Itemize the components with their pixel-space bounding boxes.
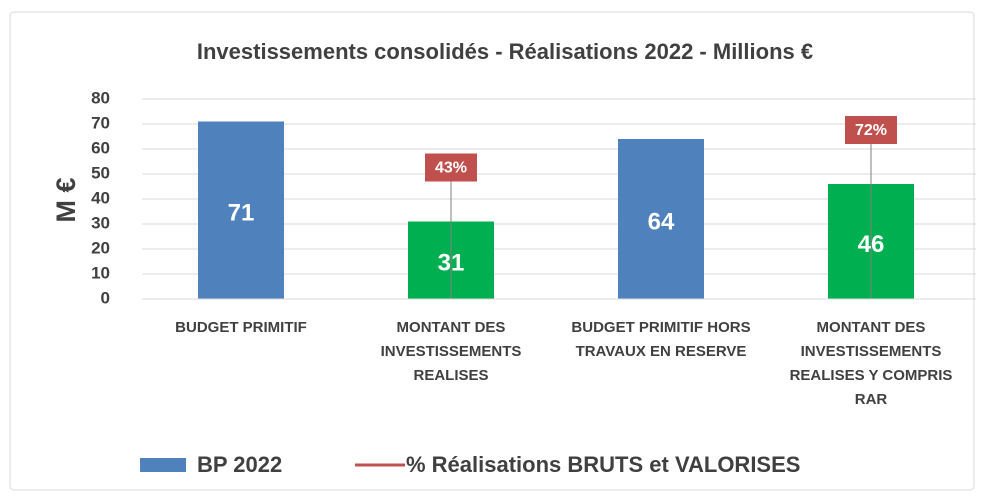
y-tick-label: 50 bbox=[91, 163, 110, 182]
x-tick-label: MONTANT DES INVESTISSEMENTS REALISES bbox=[380, 319, 522, 384]
y-tick-label: 30 bbox=[91, 213, 110, 232]
y-tick-label: 80 bbox=[91, 88, 110, 107]
legend-swatch bbox=[140, 458, 186, 472]
y-tick-label: 40 bbox=[91, 188, 110, 207]
percent-label: 43% bbox=[435, 160, 467, 177]
data-label: 71 bbox=[228, 200, 255, 227]
y-tick-label: 60 bbox=[91, 138, 110, 157]
percent-label: 72% bbox=[855, 122, 887, 139]
y-tick-label: 20 bbox=[91, 238, 110, 257]
x-tick-label: BUDGET PRIMITIF bbox=[175, 319, 307, 336]
x-tick-label: BUDGET PRIMITIF HORS TRAVAUX EN RESERVE bbox=[571, 319, 751, 360]
y-tick-label: 0 bbox=[101, 288, 110, 307]
bar bbox=[618, 139, 704, 299]
bar bbox=[198, 121, 284, 299]
percent-marker bbox=[845, 116, 897, 144]
y-axis-title: M € bbox=[51, 177, 81, 222]
data-label: 64 bbox=[648, 208, 675, 235]
y-tick-label: 70 bbox=[91, 113, 110, 132]
data-label: 31 bbox=[438, 250, 465, 277]
data-label: 46 bbox=[858, 231, 885, 258]
percent-marker bbox=[425, 153, 477, 182]
x-tick-label: MONTANT DES INVESTISSEMENTS REALISES Y C… bbox=[789, 319, 953, 408]
chart-title: Investissements consolidés - Réalisation… bbox=[197, 39, 813, 64]
legend-label: BP 2022 bbox=[197, 452, 282, 477]
y-tick-label: 10 bbox=[91, 263, 110, 282]
legend-label: % Réalisations BRUTS et VALORISES bbox=[406, 452, 800, 477]
